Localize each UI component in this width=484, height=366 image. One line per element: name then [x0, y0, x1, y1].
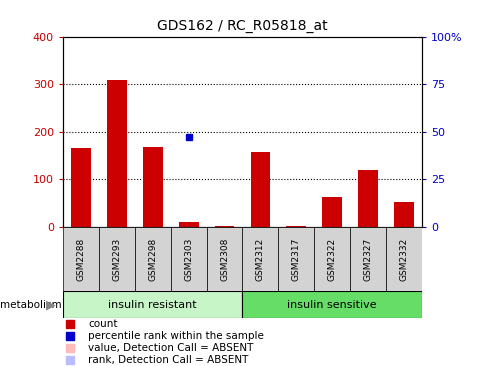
Bar [358, 170, 377, 227]
Text: GSM2317: GSM2317 [291, 237, 300, 281]
Bar [286, 226, 305, 227]
Text: percentile rank within the sample: percentile rank within the sample [88, 331, 263, 341]
Bar [99, 227, 135, 291]
Bar [242, 291, 421, 318]
Bar [349, 227, 385, 291]
Text: value, Detection Call = ABSENT: value, Detection Call = ABSENT [88, 343, 253, 353]
Bar [314, 227, 349, 291]
Bar [135, 227, 170, 291]
Text: GSM2303: GSM2303 [184, 237, 193, 281]
Text: count: count [88, 320, 118, 329]
Bar [71, 149, 91, 227]
Bar [393, 202, 413, 227]
Text: GSM2322: GSM2322 [327, 238, 336, 280]
Text: metabolism: metabolism [0, 300, 61, 310]
Bar [385, 227, 421, 291]
Bar [250, 152, 270, 227]
Bar [242, 227, 278, 291]
Bar [322, 197, 341, 227]
Text: ▶: ▶ [46, 298, 56, 311]
Title: GDS162 / RC_R05818_at: GDS162 / RC_R05818_at [157, 19, 327, 33]
Text: GSM2332: GSM2332 [399, 237, 408, 281]
Bar [206, 227, 242, 291]
Text: GSM2298: GSM2298 [148, 237, 157, 281]
Bar [107, 81, 126, 227]
Text: GSM2327: GSM2327 [363, 237, 372, 281]
Text: GSM2293: GSM2293 [112, 237, 121, 281]
Bar [63, 227, 99, 291]
Text: GSM2288: GSM2288 [76, 237, 85, 281]
Bar [278, 227, 314, 291]
Bar [143, 147, 162, 227]
Text: insulin resistant: insulin resistant [108, 300, 197, 310]
Bar [214, 226, 234, 227]
Text: GSM2308: GSM2308 [220, 237, 228, 281]
Text: insulin sensitive: insulin sensitive [287, 300, 376, 310]
Bar [63, 291, 242, 318]
Bar [179, 222, 198, 227]
Text: rank, Detection Call = ABSENT: rank, Detection Call = ABSENT [88, 355, 248, 365]
Text: GSM2312: GSM2312 [256, 237, 264, 281]
Bar [170, 227, 206, 291]
